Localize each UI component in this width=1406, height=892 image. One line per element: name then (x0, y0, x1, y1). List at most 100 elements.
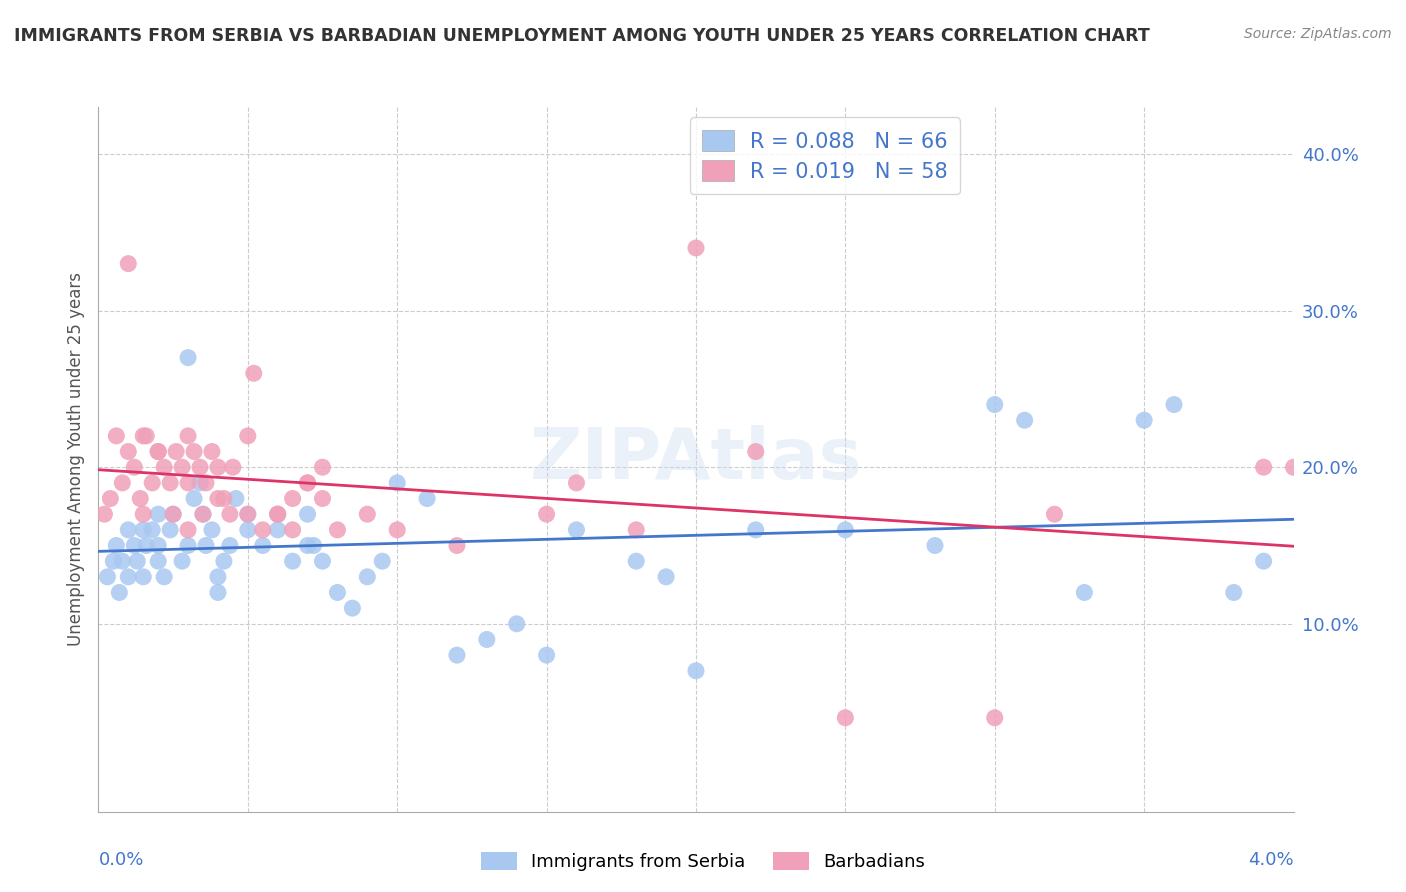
Point (117, 523, 139, 537)
Text: 0.0%: 0.0% (98, 851, 143, 869)
Point (103, 554, 125, 568)
Point (132, 523, 155, 537)
Point (124, 539, 146, 553)
Point (1163, 398, 1185, 412)
Point (326, 585, 349, 599)
Point (281, 491, 304, 506)
Point (1133, 413, 1156, 427)
Point (183, 444, 205, 458)
Point (93, 507, 115, 521)
Point (236, 507, 259, 521)
Point (148, 554, 170, 568)
Point (162, 507, 184, 521)
Point (685, 241, 707, 255)
Point (117, 257, 139, 271)
Point (162, 507, 184, 521)
Point (924, 539, 946, 553)
Point (236, 523, 259, 537)
Point (132, 570, 155, 584)
Point (108, 585, 131, 599)
Point (1253, 460, 1275, 475)
Point (159, 475, 181, 490)
Point (207, 460, 229, 475)
Point (219, 539, 242, 553)
Point (326, 523, 349, 537)
Point (153, 460, 176, 475)
Text: Source: ZipAtlas.com: Source: ZipAtlas.com (1244, 27, 1392, 41)
Point (105, 429, 128, 443)
Point (191, 507, 214, 521)
Point (195, 539, 218, 553)
Point (506, 616, 529, 631)
Point (267, 507, 290, 521)
Point (105, 539, 128, 553)
Point (536, 648, 558, 662)
Point (212, 491, 235, 506)
Point (148, 444, 170, 458)
Point (385, 475, 409, 490)
Point (132, 429, 155, 443)
Point (311, 491, 333, 506)
Point (281, 523, 304, 537)
Point (207, 491, 229, 506)
Point (565, 523, 588, 537)
Point (311, 554, 333, 568)
Point (195, 475, 218, 490)
Point (124, 460, 146, 475)
Point (1043, 507, 1066, 521)
Point (302, 539, 325, 553)
Point (252, 539, 274, 553)
Point (207, 570, 229, 584)
Point (141, 523, 163, 537)
Point (252, 523, 274, 537)
Point (267, 507, 290, 521)
Point (1282, 460, 1305, 475)
Point (141, 475, 163, 490)
Point (371, 554, 394, 568)
Point (98, 491, 122, 506)
Point (342, 601, 364, 615)
Point (446, 648, 468, 662)
Point (177, 539, 200, 553)
Point (1014, 413, 1036, 427)
Point (165, 444, 187, 458)
Point (356, 507, 378, 521)
Point (536, 507, 558, 521)
Legend: R = 0.088   N = 66, R = 0.019   N = 58: R = 0.088 N = 66, R = 0.019 N = 58 (690, 118, 960, 194)
Point (188, 475, 211, 490)
Point (385, 523, 409, 537)
Point (111, 475, 134, 490)
Point (159, 523, 181, 537)
Y-axis label: Unemployment Among Youth under 25 years: Unemployment Among Youth under 25 years (66, 272, 84, 647)
Point (153, 570, 176, 584)
Point (267, 523, 290, 537)
Point (685, 664, 707, 678)
Point (188, 460, 211, 475)
Point (236, 507, 259, 521)
Point (236, 429, 259, 443)
Point (172, 554, 194, 568)
Point (212, 554, 235, 568)
Point (281, 554, 304, 568)
Point (243, 366, 266, 380)
Legend: Immigrants from Serbia, Barbadians: Immigrants from Serbia, Barbadians (474, 845, 932, 879)
Point (446, 539, 468, 553)
Point (177, 429, 200, 443)
Point (1223, 585, 1246, 599)
Point (356, 570, 378, 584)
Point (201, 444, 224, 458)
Point (135, 539, 157, 553)
Point (297, 539, 319, 553)
Point (655, 570, 678, 584)
Text: 4.0%: 4.0% (1249, 851, 1294, 869)
Point (626, 523, 648, 537)
Point (565, 475, 588, 490)
Point (96, 570, 118, 584)
Point (117, 444, 139, 458)
Point (267, 507, 290, 521)
Point (834, 711, 856, 725)
Point (148, 444, 170, 458)
Point (135, 429, 157, 443)
Point (148, 507, 170, 521)
Point (177, 523, 200, 537)
